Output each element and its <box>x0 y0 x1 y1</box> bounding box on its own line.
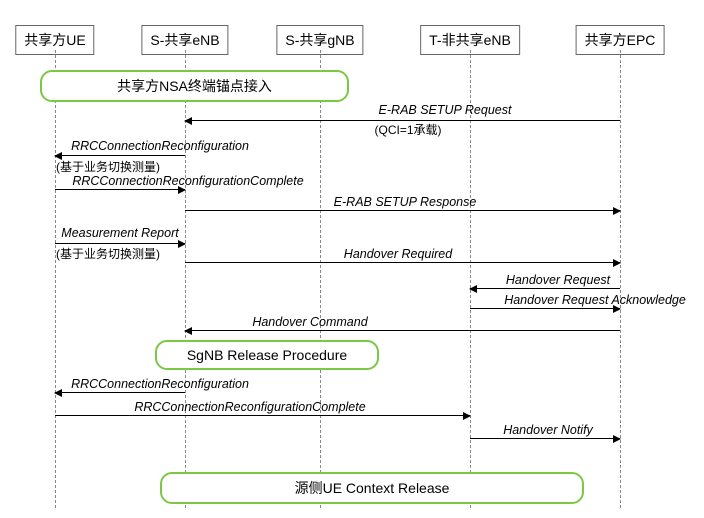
label-m8: Handover Request Acknowledge <box>504 293 686 307</box>
note-m1: (QCI=1承载) <box>374 121 441 138</box>
label-m2: RRCConnectionReconfiguration <box>71 139 249 153</box>
label-m6: Handover Required <box>344 247 452 261</box>
label-m4: E-RAB SETUP Response <box>334 195 477 209</box>
arrow-m3 <box>55 189 185 190</box>
label-m1: E-RAB SETUP Request <box>379 103 512 117</box>
arrow-m8 <box>470 308 620 309</box>
lifeline-sgnb <box>320 50 321 508</box>
sequence-diagram: 共享方UES-共享eNBS-共享gNBT-非共享eNB共享方EPCE-RAB S… <box>0 0 704 518</box>
phase-box-b2: SgNB Release Procedure <box>155 340 379 370</box>
arrow-m12 <box>470 438 620 439</box>
label-m7: Handover Request <box>506 273 610 287</box>
note-m2: (基于业务切换测量) <box>56 158 160 175</box>
arrow-m11 <box>55 415 470 416</box>
label-m12: Handover Notify <box>503 423 593 437</box>
label-m11: RRCConnectionReconfigurationComplete <box>134 400 365 414</box>
arrow-m2 <box>55 155 185 156</box>
arrow-m6 <box>185 262 620 263</box>
arrow-m4 <box>185 210 620 211</box>
arrow-m10 <box>55 392 185 393</box>
phase-box-b3: 源侧UE Context Release <box>160 472 584 504</box>
label-m3: RRCConnectionReconfigurationComplete <box>72 174 303 188</box>
label-m10: RRCConnectionReconfiguration <box>71 377 249 391</box>
note-m5: (基于业务切换测量) <box>56 245 160 262</box>
label-m9: Handover Command <box>252 315 367 329</box>
lifeline-tenb <box>470 50 471 508</box>
label-m5: Measurement Report <box>61 226 178 240</box>
arrow-m5 <box>55 243 185 244</box>
arrow-m7 <box>470 288 620 289</box>
lifeline-ue <box>55 50 56 508</box>
phase-box-b1: 共享方NSA终端锚点接入 <box>40 70 349 102</box>
arrow-m9 <box>185 330 620 331</box>
